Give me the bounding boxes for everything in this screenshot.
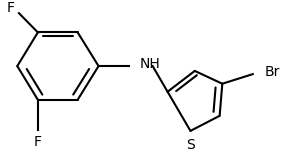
Text: NH: NH: [140, 58, 161, 71]
Text: S: S: [186, 138, 195, 152]
Text: F: F: [7, 1, 15, 15]
Text: F: F: [34, 135, 42, 149]
Text: Br: Br: [265, 66, 280, 80]
